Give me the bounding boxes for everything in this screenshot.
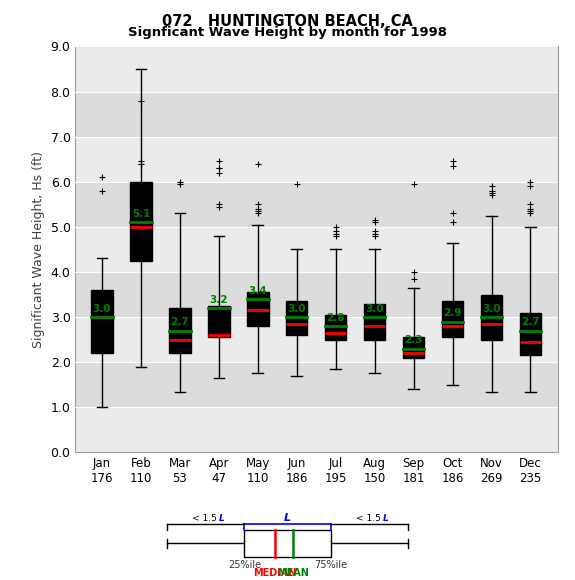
Text: Signficant Wave Height by month for 1998: Signficant Wave Height by month for 1998 (128, 26, 447, 39)
Bar (75, 227, 558, 272)
Text: < 1.5: < 1.5 (191, 514, 220, 523)
PathPatch shape (208, 306, 229, 338)
Text: 75%ile: 75%ile (314, 560, 347, 570)
Text: 2.7: 2.7 (521, 317, 540, 328)
Text: 2.3: 2.3 (404, 335, 423, 346)
Text: L: L (382, 514, 388, 523)
Bar (75, 46, 558, 92)
Y-axis label: Significant Wave Height, Hs (ft): Significant Wave Height, Hs (ft) (32, 151, 45, 348)
Bar (75, 137, 558, 182)
Text: L: L (218, 514, 224, 523)
Bar (75, 407, 558, 452)
PathPatch shape (481, 295, 502, 340)
Text: 3.2: 3.2 (210, 295, 228, 305)
PathPatch shape (91, 290, 113, 353)
Text: L: L (284, 513, 291, 523)
Text: 25%ile: 25%ile (228, 560, 261, 570)
Text: 3.0: 3.0 (288, 304, 306, 314)
Bar (75, 362, 558, 407)
Bar (75, 92, 558, 137)
Text: < 1.5: < 1.5 (355, 514, 384, 523)
Text: 2.8: 2.8 (327, 313, 345, 323)
Text: 2.9: 2.9 (443, 309, 462, 318)
Text: MEAN: MEAN (277, 568, 309, 578)
Text: 3.0: 3.0 (366, 304, 384, 314)
PathPatch shape (247, 292, 269, 326)
PathPatch shape (286, 301, 308, 335)
PathPatch shape (442, 301, 463, 338)
Text: 2.7: 2.7 (171, 317, 189, 328)
PathPatch shape (131, 182, 152, 260)
Bar (244, 530, 331, 557)
Bar (75, 317, 558, 362)
Text: 3.0: 3.0 (93, 304, 112, 314)
PathPatch shape (169, 308, 191, 353)
Text: 3.4: 3.4 (248, 286, 267, 296)
PathPatch shape (364, 303, 385, 340)
Text: MEDIAN: MEDIAN (253, 568, 296, 578)
Text: 072   HUNTINGTON BEACH, CA: 072 HUNTINGTON BEACH, CA (162, 14, 413, 30)
Text: 3.0: 3.0 (482, 304, 501, 314)
Bar (75, 182, 558, 227)
Bar (75, 272, 558, 317)
PathPatch shape (325, 315, 347, 340)
PathPatch shape (520, 313, 541, 356)
PathPatch shape (403, 338, 424, 358)
Text: 5.1: 5.1 (132, 209, 150, 219)
